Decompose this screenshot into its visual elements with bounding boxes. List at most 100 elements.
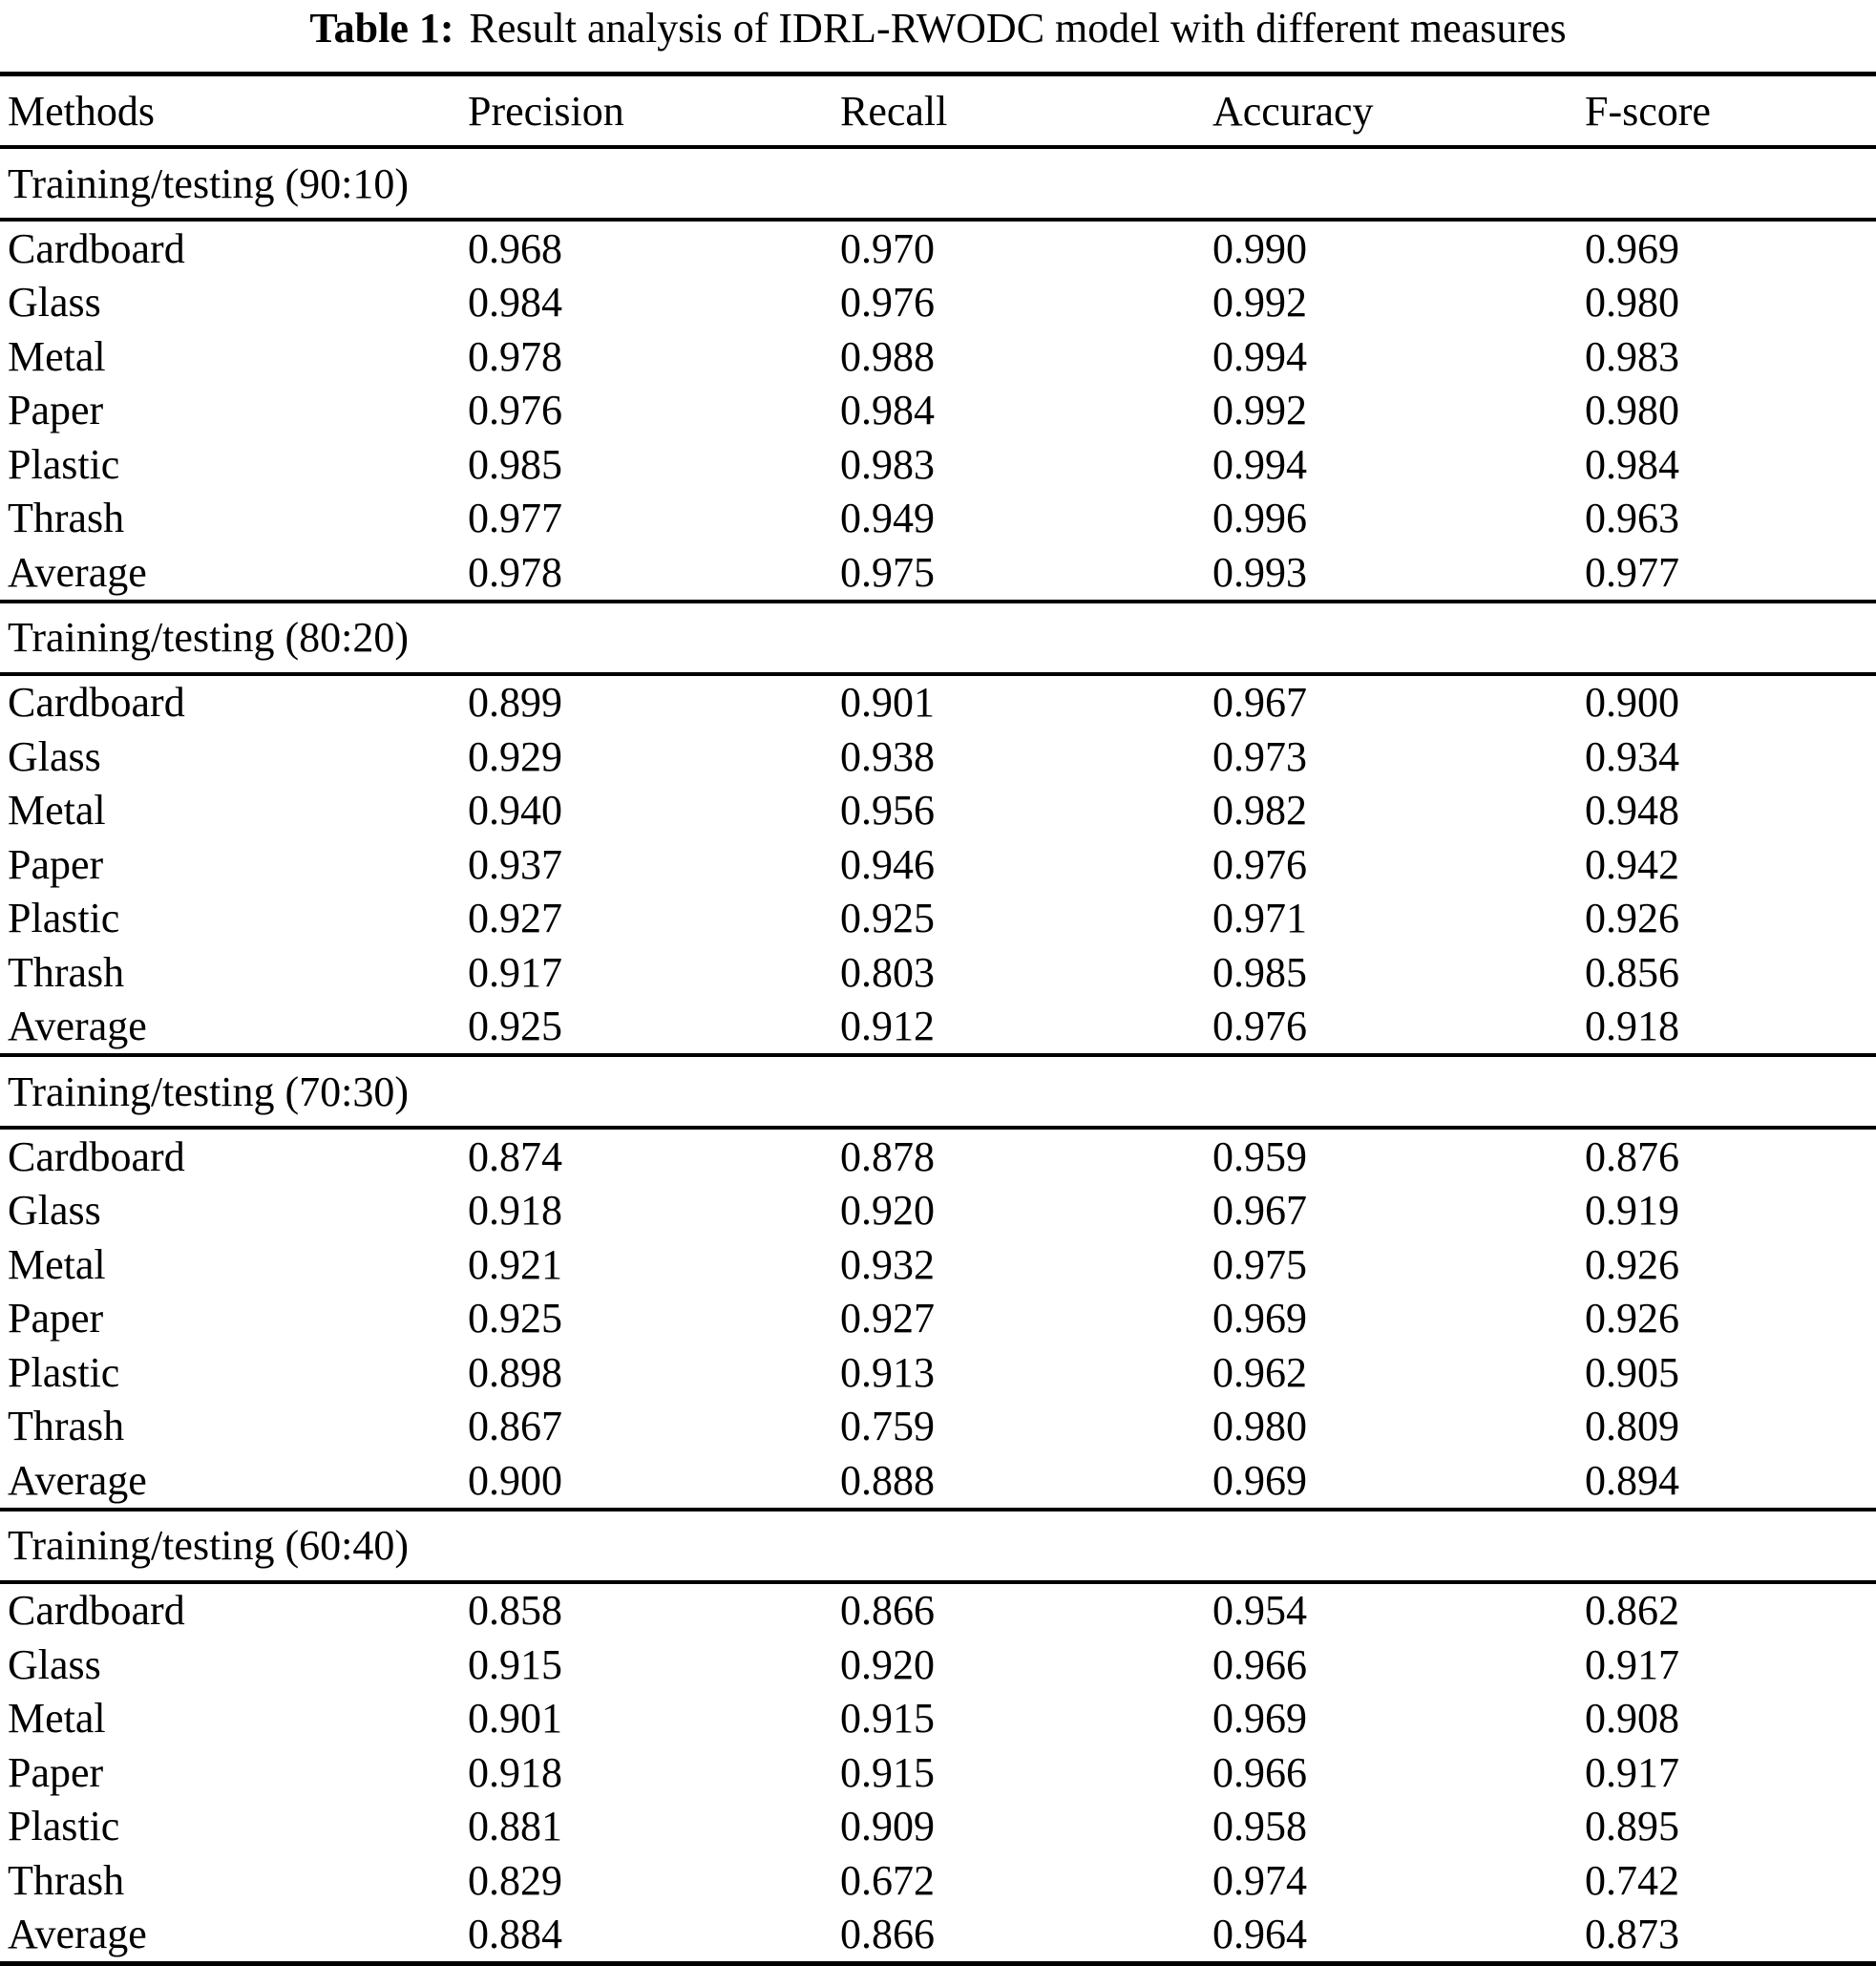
value-cell: 0.884 <box>468 1911 562 1958</box>
value-cell: 0.942 <box>1585 840 1679 888</box>
value-cell: 0.915 <box>468 1640 562 1688</box>
table-row: Plastic 0.927 0.925 0.971 0.926 <box>0 892 1876 946</box>
top-rule <box>0 72 1876 76</box>
value-cell: 0.983 <box>840 440 935 488</box>
value-cell: 0.977 <box>1585 548 1679 596</box>
value-cell: 0.894 <box>1585 1456 1679 1504</box>
value-cell: 0.829 <box>468 1856 562 1904</box>
value-cell: 0.990 <box>1212 224 1307 272</box>
value-cell: 0.900 <box>468 1456 562 1504</box>
value-cell: 0.925 <box>468 1295 562 1342</box>
value-cell: 0.985 <box>468 440 562 488</box>
section-title-rule <box>0 671 1876 676</box>
method-cell: Thrash <box>8 948 125 996</box>
table-row: Average 0.978 0.975 0.993 0.977 <box>0 545 1876 600</box>
column-header-methods: Methods <box>8 87 155 135</box>
section-title: Training/testing (60:40) <box>8 1522 410 1569</box>
table-row: Average 0.900 0.888 0.969 0.894 <box>0 1453 1876 1508</box>
value-cell: 0.917 <box>1585 1748 1679 1796</box>
section-body: Cardboard 0.858 0.866 0.954 0.862 Glass 0.915 0… <box>0 1584 1876 1962</box>
method-cell: Plastic <box>8 440 120 488</box>
section-title-rule <box>0 1126 1876 1130</box>
section-body: Cardboard 0.899 0.901 0.967 0.900 Glass 0.929 0… <box>0 676 1876 1054</box>
value-cell: 0.862 <box>1585 1587 1679 1635</box>
method-cell: Paper <box>8 840 104 888</box>
value-cell: 0.948 <box>1585 787 1679 835</box>
value-cell: 0.988 <box>840 332 935 380</box>
value-cell: 0.994 <box>1212 440 1307 488</box>
section-end-rule <box>0 1053 1876 1057</box>
table-row: Plastic 0.881 0.909 0.958 0.895 <box>0 1800 1876 1854</box>
section-title-rule <box>0 218 1876 222</box>
method-cell: Average <box>8 1003 147 1050</box>
value-cell: 0.966 <box>1212 1748 1307 1796</box>
value-cell: 0.927 <box>840 1295 935 1342</box>
value-cell: 0.978 <box>468 548 562 596</box>
value-cell: 0.984 <box>840 387 935 434</box>
value-cell: 0.993 <box>1212 548 1307 596</box>
value-cell: 0.929 <box>468 732 562 780</box>
value-cell: 0.946 <box>840 840 935 888</box>
value-cell: 0.976 <box>468 387 562 434</box>
table-row: Metal 0.940 0.956 0.982 0.948 <box>0 784 1876 838</box>
method-cell: Plastic <box>8 1348 120 1396</box>
value-cell: 0.927 <box>468 895 562 942</box>
method-cell: Cardboard <box>8 1587 185 1635</box>
value-cell: 0.873 <box>1585 1911 1679 1958</box>
table-row: Metal 0.978 0.988 0.994 0.983 <box>0 329 1876 384</box>
method-cell: Average <box>8 548 147 596</box>
method-cell: Glass <box>8 1640 101 1688</box>
table-row: Average 0.925 0.912 0.976 0.918 <box>0 1000 1876 1054</box>
section-title: Training/testing (90:10) <box>8 159 410 207</box>
value-cell: 0.984 <box>468 279 562 327</box>
table-row: Thrash 0.867 0.759 0.980 0.809 <box>0 1400 1876 1454</box>
table-row: Glass 0.929 0.938 0.973 0.934 <box>0 729 1876 784</box>
value-cell: 0.967 <box>1212 679 1307 727</box>
value-cell: 0.918 <box>468 1187 562 1235</box>
value-cell: 0.920 <box>840 1640 935 1688</box>
value-cell: 0.934 <box>1585 732 1679 780</box>
value-cell: 0.971 <box>1212 895 1307 942</box>
method-cell: Paper <box>8 387 104 434</box>
table-row: Cardboard 0.858 0.866 0.954 0.862 <box>0 1584 1876 1638</box>
value-cell: 0.905 <box>1585 1348 1679 1396</box>
method-cell: Metal <box>8 1240 106 1288</box>
value-cell: 0.925 <box>468 1003 562 1050</box>
value-cell: 0.978 <box>468 332 562 380</box>
method-cell: Thrash <box>8 1856 125 1904</box>
method-cell: Paper <box>8 1295 104 1342</box>
value-cell: 0.881 <box>468 1803 562 1850</box>
method-cell: Metal <box>8 787 106 835</box>
value-cell: 0.917 <box>468 948 562 996</box>
value-cell: 0.921 <box>468 1240 562 1288</box>
value-cell: 0.803 <box>840 948 935 996</box>
value-cell: 0.937 <box>468 840 562 888</box>
value-cell: 0.968 <box>468 224 562 272</box>
value-cell: 0.866 <box>840 1587 935 1635</box>
value-cell: 0.908 <box>1585 1695 1679 1743</box>
column-header-f-score: F-score <box>1585 87 1711 135</box>
value-cell: 0.926 <box>1585 1295 1679 1342</box>
table-row: Cardboard 0.874 0.878 0.959 0.876 <box>0 1130 1876 1184</box>
table-row: Paper 0.925 0.927 0.969 0.926 <box>0 1292 1876 1346</box>
table-row: Paper 0.918 0.915 0.966 0.917 <box>0 1745 1876 1800</box>
value-cell: 0.858 <box>468 1587 562 1635</box>
value-cell: 0.962 <box>1212 1348 1307 1396</box>
table-row: Glass 0.915 0.920 0.966 0.917 <box>0 1638 1876 1692</box>
section-body: Cardboard 0.874 0.878 0.959 0.876 Glass 0.918 0… <box>0 1130 1876 1508</box>
value-cell: 0.954 <box>1212 1587 1307 1635</box>
table-row: Cardboard 0.968 0.970 0.990 0.969 <box>0 222 1876 276</box>
value-cell: 0.996 <box>1212 495 1307 542</box>
value-cell: 0.759 <box>840 1403 935 1450</box>
value-cell: 0.992 <box>1212 387 1307 434</box>
table-caption-text: Result analysis of IDRL-RWODC model with… <box>469 5 1567 52</box>
value-cell: 0.976 <box>1212 1003 1307 1050</box>
table-row: Glass 0.918 0.920 0.967 0.919 <box>0 1184 1876 1238</box>
method-cell: Average <box>8 1456 147 1504</box>
table-row: Plastic 0.985 0.983 0.994 0.984 <box>0 437 1876 492</box>
value-cell: 0.949 <box>840 495 935 542</box>
value-cell: 0.975 <box>1212 1240 1307 1288</box>
value-cell: 0.938 <box>840 732 935 780</box>
method-cell: Cardboard <box>8 224 185 272</box>
